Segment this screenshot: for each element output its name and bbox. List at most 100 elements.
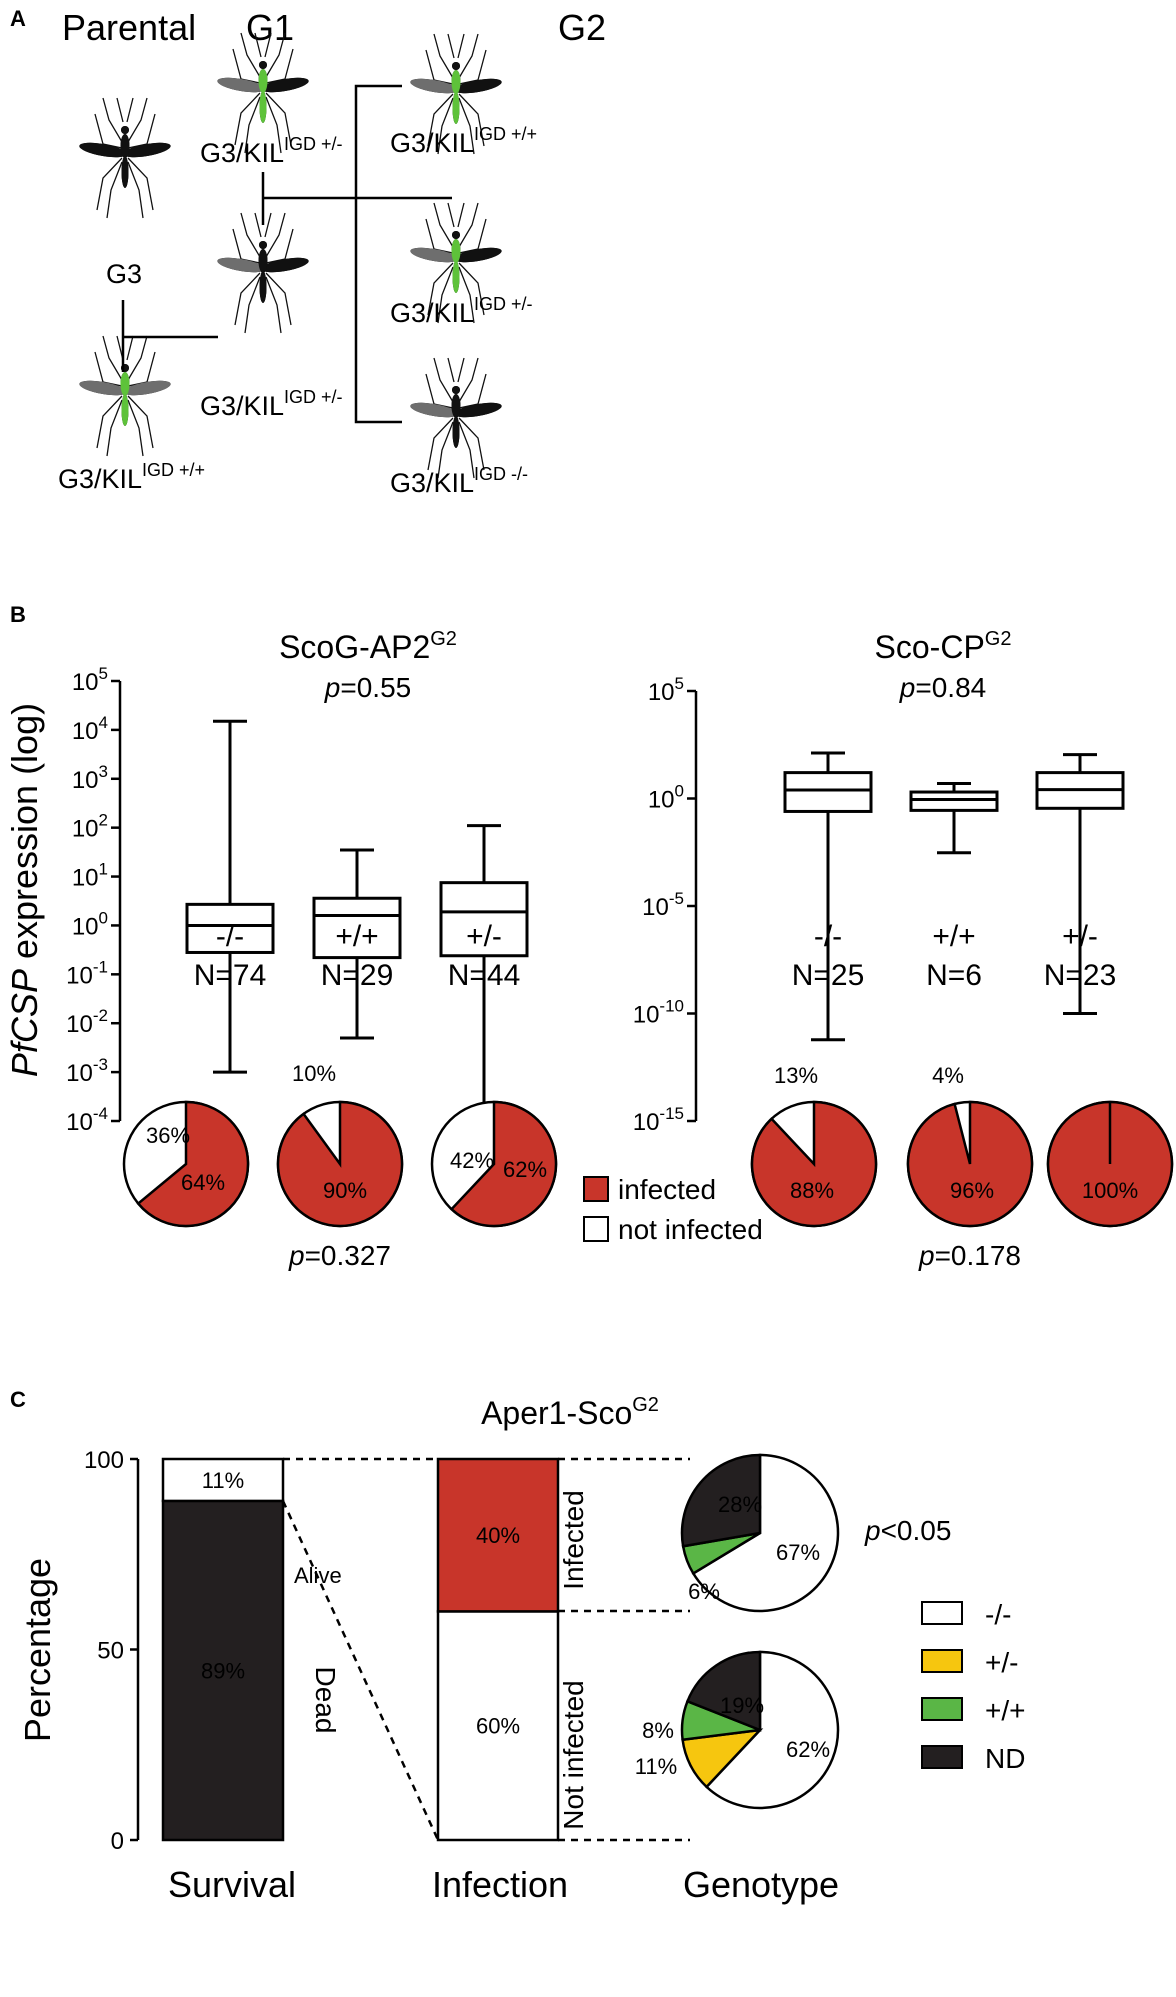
pie-sco-cp-notinf-label-1: 4% <box>932 1063 964 1088</box>
bar-infection-segment-1 <box>436 1457 560 1613</box>
header-parental: Parental <box>62 7 196 48</box>
boxplot-scog-ap2-iqr-2 <box>439 881 529 958</box>
boxplot-scog-ap2-pvalue-value: =0.55 <box>340 672 411 703</box>
boxplot-sco-cp-tick-base-3: 10 <box>633 1002 660 1029</box>
genotype-g1-top-base: G3/KIL <box>200 138 284 168</box>
genotype-legend-swatch-2 <box>921 1697 963 1721</box>
bar-survival: 89% 11% <box>161 1457 285 1842</box>
pie-pvalue-scog-ap2: p=0.327 <box>288 1240 391 1271</box>
boxplot-scog-ap2-tick-label-8: 10-3 <box>66 1055 108 1087</box>
panel-c-pvalue-p: p <box>864 1515 881 1546</box>
genotype-legend-swatch-3 <box>921 1745 963 1769</box>
pie-sco-cp-0-infected-slice <box>750 1100 878 1228</box>
genotype-g1-top-sup: IGD +/- <box>284 134 343 154</box>
boxplot-sco-cp-tick-exp-4: -15 <box>659 1104 684 1123</box>
boxplot-sco-cp-tick-base-1: 10 <box>648 787 675 814</box>
bracket-g2 <box>354 84 402 424</box>
boxplot-scog-ap2-iqr-0 <box>185 902 275 954</box>
boxplot-sco-cp-pvalue-p: p <box>899 672 916 703</box>
mosquito-g2-bottom-wing-left <box>410 402 458 418</box>
boxplot-sco-cp-group-n-0: N=25 <box>792 959 865 992</box>
header-g2: G2 <box>558 7 606 48</box>
boxplot-scog-ap2-tick-label-5: 100 <box>72 908 108 940</box>
pie-genotype-infected-label-0: 67% <box>776 1540 820 1565</box>
boxplot-sco-cp-group-n-1: N=6 <box>926 959 982 992</box>
label-g3: G3 <box>106 259 142 289</box>
bar-survival-segment-1 <box>161 1457 285 1503</box>
boxplot-scog-ap2-title: ScoG-AP2G2 <box>279 628 457 665</box>
boxplot-sco-cp-tick-label-3: 10-10 <box>633 997 684 1029</box>
genotype-g2-top-sup: IGD +/+ <box>474 124 537 144</box>
header-g1: G1 <box>246 7 294 48</box>
boxplot-sco-cp-title-sup: G2 <box>985 628 1012 650</box>
mosquito-g1-cross-abdomen <box>259 271 267 303</box>
y-axis-title-b: PfCSP expression (log) <box>4 703 45 1077</box>
panel-letter-a: A <box>10 6 26 31</box>
y-axis-title-b-italic: PfCSP <box>4 969 45 1077</box>
pie-scog-ap2-inf-label-1: 90% <box>323 1178 367 1203</box>
pie-scog-ap2-0: 36% 64% <box>122 1100 250 1228</box>
boxplot-scog-ap2-group-label-0: -/- <box>216 920 244 953</box>
pie-genotype-infected: 67% 6% 28% <box>680 1453 840 1613</box>
boxplot-scog-ap2-tick-label-0: 105 <box>72 664 108 696</box>
mosquito-g1-cross-thorax <box>258 249 268 273</box>
mosquito-g2-bottom-head <box>452 386 460 394</box>
pie-genotype-infected-label-1: 6% <box>688 1579 720 1604</box>
panel-c-tick-label-1: 50 <box>97 1638 124 1665</box>
mosquito-parental-kil-thorax <box>120 372 130 396</box>
boxplot-scog-ap2-tick-exp-2: 3 <box>99 762 108 781</box>
boxplot-scog-ap2-tick-exp-1: 4 <box>99 713 108 732</box>
panel-c-title-sup: G2 <box>632 1394 659 1416</box>
pie-scog-ap2-2-infected-slice <box>449 1100 558 1228</box>
boxplot-sco-cp-tick-exp-2: -5 <box>669 889 684 908</box>
panel-c: C Aper1-ScoG2 Percentage 100 50 0 89% 11% 60% 40%… <box>10 1387 1025 1905</box>
genotype-legend-label-0: -/- <box>985 1599 1011 1630</box>
boxplot-sco-cp-box-2 <box>1035 753 1125 1015</box>
mosquito-g1-cross-head <box>259 241 267 249</box>
boxplot-scog-ap2-box-0 <box>185 719 275 1074</box>
bar-infection-segment-label-1: 40% <box>476 1523 520 1548</box>
boxplot-scog-ap2-title-sup: G2 <box>430 628 457 650</box>
label-dead: Dead <box>310 1667 341 1734</box>
bar-infection-segment-label-0: 60% <box>476 1714 520 1739</box>
boxplot-sco-cp-box-0 <box>783 751 873 1042</box>
mosquito-g1-top-wing-right <box>261 77 309 93</box>
boxplot-scog-ap2-tick-label-3: 102 <box>72 811 108 843</box>
pie-sco-cp-2: 100% <box>1046 1100 1174 1228</box>
boxplot-scog-ap2-pvalue-p: p <box>324 672 341 703</box>
mosquito-g2-bottom <box>408 357 504 479</box>
boxplot-scog-ap2-iqr-1 <box>312 896 402 960</box>
boxplot-scog-ap2-box-1 <box>312 848 402 1040</box>
boxplot-scog-ap2-tick-label-9: 10-4 <box>66 1104 108 1136</box>
x-label-survival: Survival <box>168 1864 296 1905</box>
genotype-legend-label-2: +/+ <box>985 1695 1025 1726</box>
mosquito-parental-g3-abdomen <box>121 156 129 188</box>
boxplot-sco-cp-tick-exp-0: 5 <box>675 674 684 693</box>
boxplot-sco-cp: Sco-CPG2p=0.8410510010-510-1010-15-/-N=2… <box>633 628 1125 1136</box>
mosquito-g1-top-thorax <box>258 69 268 93</box>
genotype-g2-mid-sup: IGD +/- <box>474 294 533 314</box>
boxplot-sco-cp-group-n-2: N=23 <box>1044 959 1117 992</box>
panel-c-tick-label-2: 0 <box>111 1828 124 1855</box>
mosquito-g2-mid-thorax <box>451 239 461 263</box>
mosquito-g2-mid-wing-left <box>410 247 458 263</box>
mosquito-g2-top-head <box>452 62 460 70</box>
mosquito-g2-top <box>408 33 504 155</box>
label-not-infected: Not infected <box>558 1680 589 1829</box>
panel-letter-c: C <box>10 1387 26 1412</box>
pie-scog-ap2-inf-label-2: 62% <box>503 1157 547 1182</box>
boxplot-sco-cp-pvalue: p=0.84 <box>899 672 986 703</box>
boxplot-sco-cp-box-1 <box>909 781 999 855</box>
mosquito-g2-bottom-wing-right <box>454 402 502 418</box>
pie-scog-ap2-1: 10% 90% <box>276 1061 404 1228</box>
pie-scog-ap2-notinf-label-2: 42% <box>450 1148 494 1173</box>
y-axis-title-b-rest: expression (log) <box>4 703 45 969</box>
mosquito-g2-mid-wing-right <box>454 247 502 263</box>
x-label-infection: Infection <box>432 1864 568 1905</box>
mosquito-g1-top-wing-left <box>217 77 265 93</box>
legend-infected-swatch <box>583 1176 609 1202</box>
boxplot-sco-cp-tick-exp-3: -10 <box>659 997 684 1016</box>
genotype-parental-kil-base: G3/KIL <box>58 464 142 494</box>
